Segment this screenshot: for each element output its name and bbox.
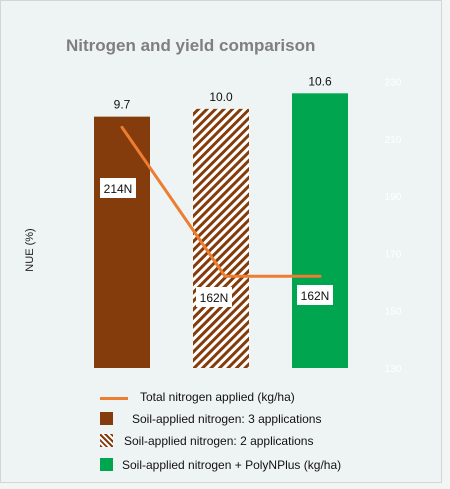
- secondary-axis-tick-label: 190: [385, 192, 402, 203]
- bar-value-label: 9.7: [114, 98, 131, 112]
- line-data-label: 214N: [104, 182, 133, 196]
- bar-value-label: 10.0: [209, 90, 233, 104]
- line-data-label-box: [297, 285, 333, 305]
- secondary-axis-tick-label: 130: [385, 364, 402, 375]
- line-data-label-box: [100, 178, 136, 198]
- secondary-axis-tick-label: 230: [385, 77, 402, 88]
- legend-swatch-green: [100, 458, 113, 471]
- bar: [292, 93, 348, 368]
- bar-value-label: 10.6: [308, 74, 332, 88]
- legend-label: Soil-applied nitrogen: 2 applications: [124, 434, 314, 448]
- legend-swatch-hatch: [100, 434, 113, 447]
- legend-line-marker: [100, 397, 128, 400]
- line-data-label: 162N: [301, 289, 330, 303]
- legend-label: Total nitrogen applied (kg/ha): [140, 390, 295, 404]
- chart-title: Nitrogen and yield comparison: [66, 36, 316, 55]
- line-data-label-box: [196, 287, 232, 307]
- secondary-axis-tick-label: 150: [385, 307, 402, 318]
- secondary-axis-tick-label: 210: [385, 135, 402, 146]
- legend-label: Soil-applied nitrogen + PolyNPlus (kg/ha…: [122, 458, 342, 472]
- legend-swatch-solid-brown: [100, 412, 113, 425]
- bar: [193, 108, 249, 368]
- bar: [94, 116, 150, 368]
- line-series-total-nitrogen: [120, 125, 322, 278]
- legend-label: Soil-applied nitrogen: 3 applications: [132, 412, 322, 426]
- line-data-label: 162N: [200, 291, 229, 305]
- secondary-axis-tick-label: 170: [385, 249, 402, 260]
